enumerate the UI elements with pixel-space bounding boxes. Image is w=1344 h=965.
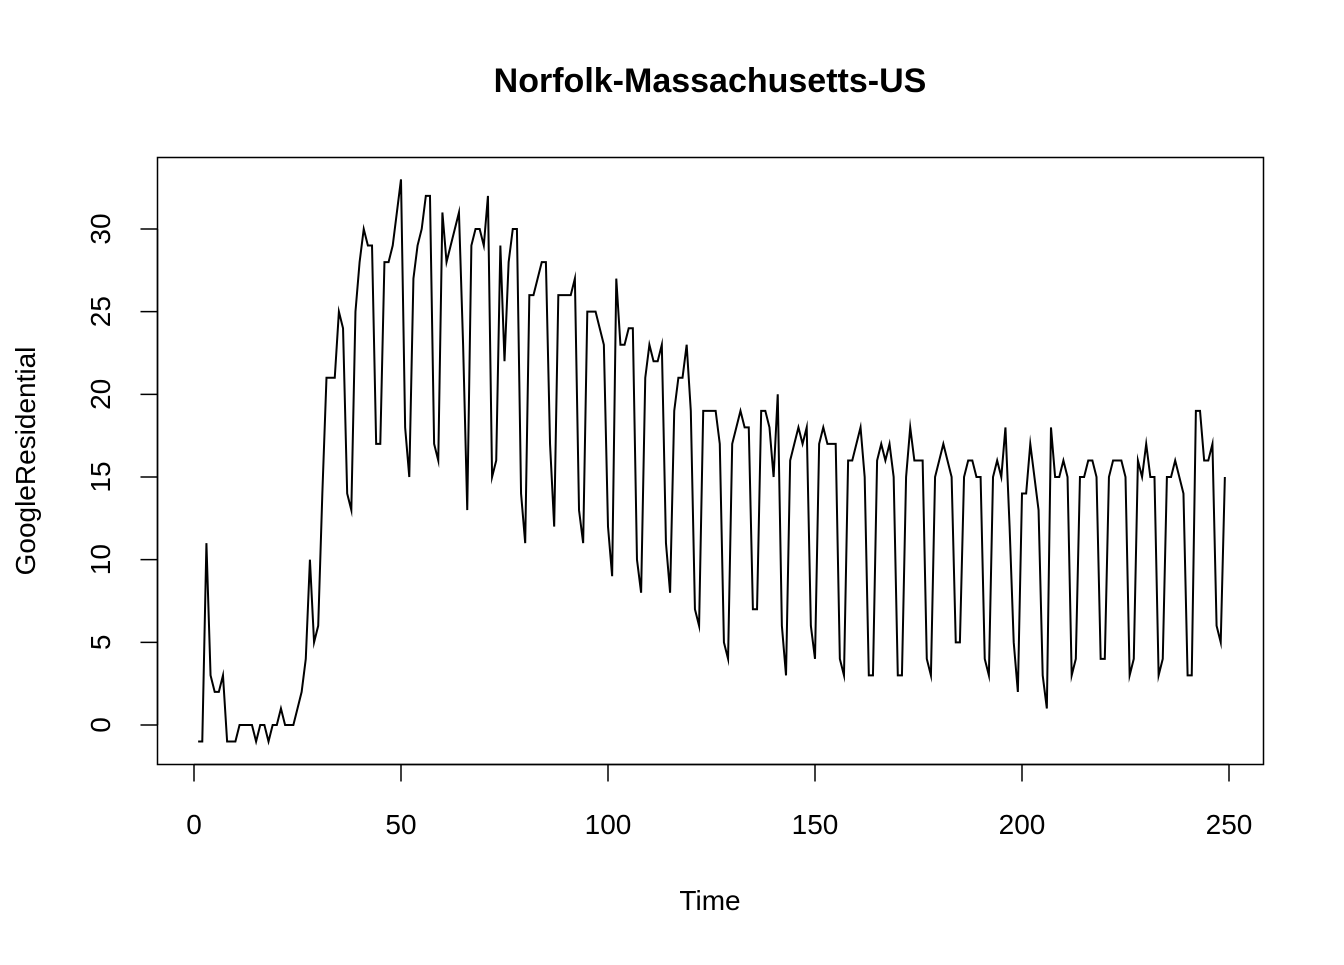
x-tick-label: 50 (385, 809, 416, 840)
x-tick-label: 0 (186, 809, 202, 840)
y-tick-label: 0 (85, 717, 116, 733)
y-tick-label: 25 (85, 296, 116, 327)
x-tick-label: 200 (999, 809, 1046, 840)
y-tick-label: 15 (85, 461, 116, 492)
x-axis: 0 50 100 150 200 250 (186, 763, 1253, 840)
series-layer (198, 179, 1226, 746)
y-axis: 0 5 10 15 20 25 30 (85, 213, 159, 733)
y-tick-label: 20 (85, 379, 116, 410)
y-tick-label: 10 (85, 544, 116, 575)
chart-title: Norfolk-Massachusetts-US (494, 62, 927, 100)
y-tick-label: 30 (85, 213, 116, 244)
x-axis-label: Time (679, 885, 740, 916)
x-tick-label: 250 (1206, 809, 1253, 840)
y-tick-label: 5 (85, 635, 116, 651)
series-line (198, 179, 1226, 746)
x-tick-label: 100 (585, 809, 632, 840)
x-tick-label: 150 (792, 809, 839, 840)
y-axis-label: GoogleResidential (10, 347, 41, 576)
